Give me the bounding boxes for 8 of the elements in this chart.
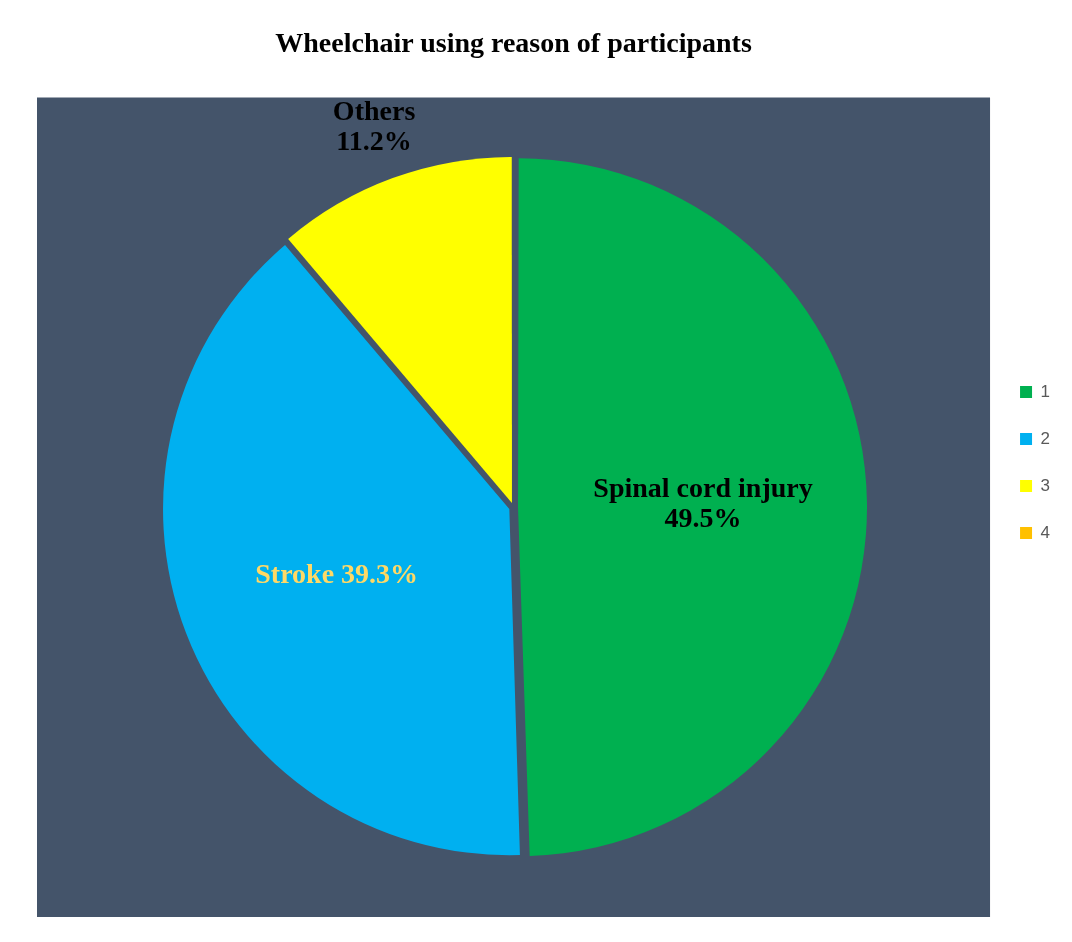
legend-label: 2 <box>1040 428 1051 448</box>
data-label: Stroke 39.3% <box>255 557 419 589</box>
chart-title: Wheelchair using reason of participants <box>275 27 752 59</box>
legend-label: 3 <box>1040 475 1051 495</box>
data-label: Spinal cord injury 49.5% <box>593 471 813 533</box>
data-label: Others 11.2% <box>332 94 416 156</box>
legend-label: 4 <box>1040 522 1051 542</box>
legend-label: 1 <box>1040 381 1051 401</box>
